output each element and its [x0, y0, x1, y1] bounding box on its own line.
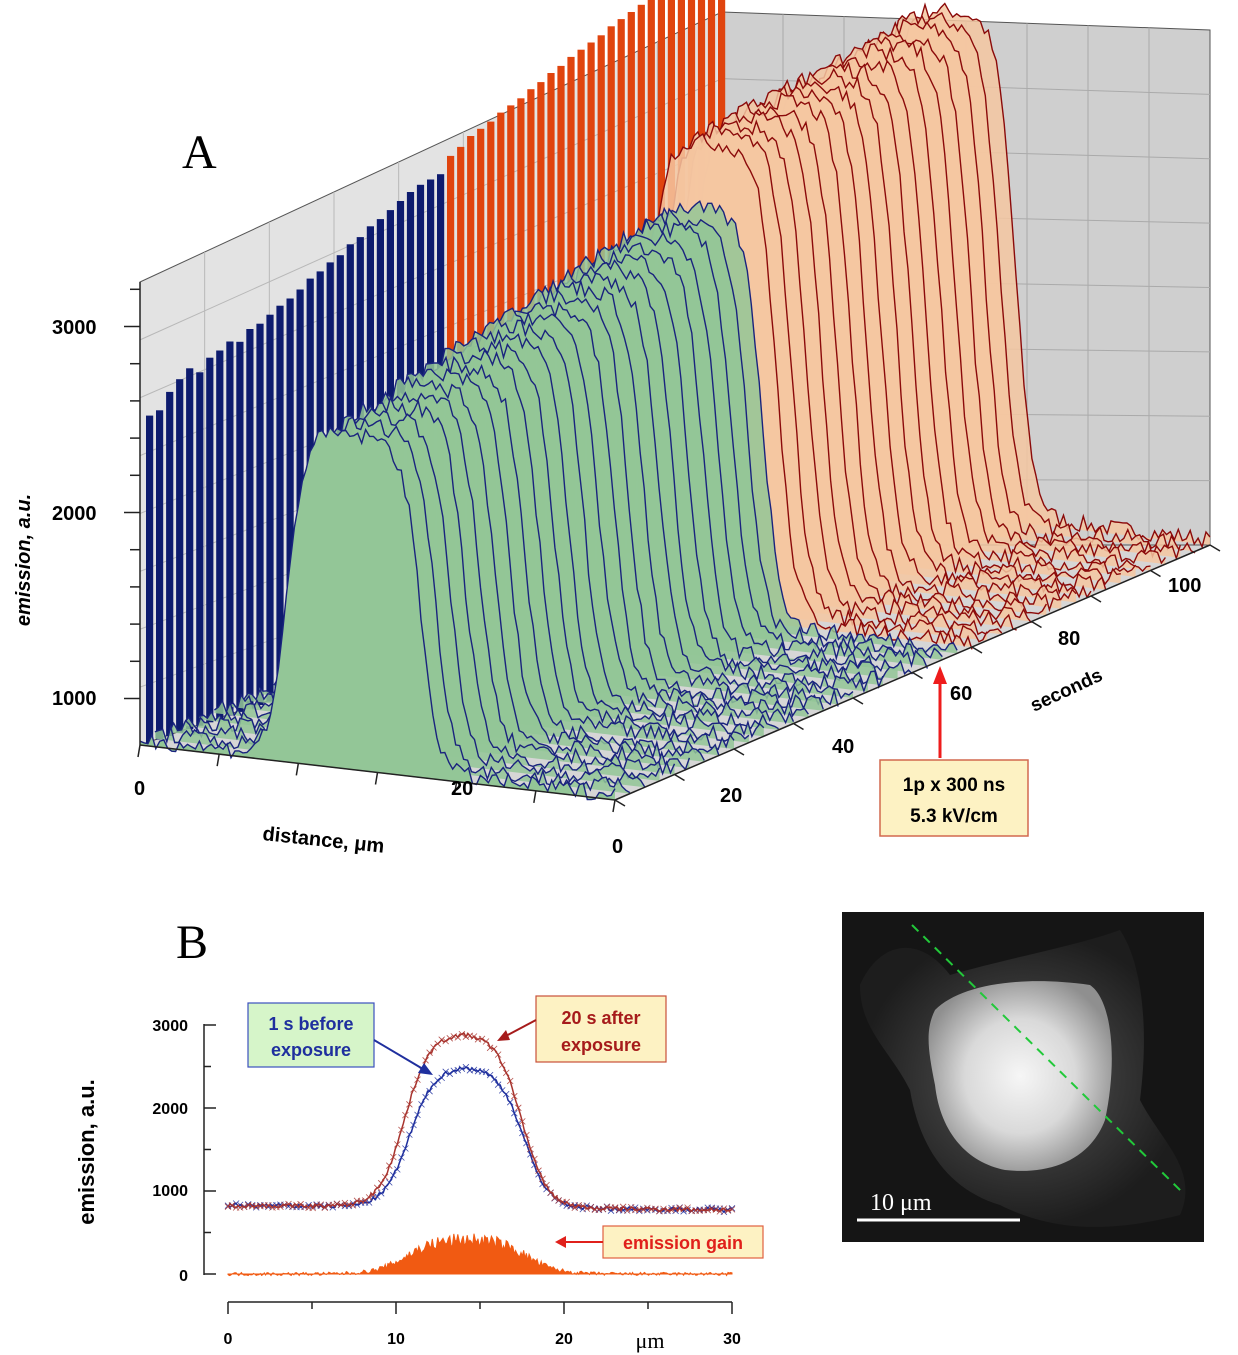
before-exposure-markers	[224, 1063, 736, 1216]
after-legend-box	[535, 995, 667, 1063]
cell-body	[928, 981, 1112, 1171]
x-tick	[216, 754, 220, 767]
z-tick	[674, 773, 685, 782]
y-tick-label-b: 3000	[152, 1018, 188, 1035]
z-tick-label: 40	[832, 736, 854, 758]
waterfall-traces	[139, 2, 1211, 801]
x-tick-label: 20	[451, 778, 473, 800]
before-arrow-head	[418, 1063, 433, 1075]
after-arrow-head	[497, 1030, 510, 1041]
emission-gain-area	[227, 1233, 733, 1277]
z-tick	[852, 697, 864, 705]
z-axis-label: seconds	[1027, 665, 1106, 717]
x-tick	[612, 799, 616, 813]
before-exposure-line	[227, 1066, 733, 1213]
x-tick	[533, 790, 537, 803]
trace-fill	[140, 427, 615, 800]
side-bar	[206, 357, 214, 723]
z-tick	[1209, 544, 1221, 552]
x-tick-label-b: 20	[555, 1331, 573, 1348]
z-tick	[1090, 595, 1102, 603]
y-tick-label-b: 0	[179, 1268, 188, 1285]
gain-legend-text: emission gain	[623, 1233, 743, 1253]
x-axis-label: distance, μm	[261, 823, 385, 858]
z-tick-label: 60	[950, 683, 972, 705]
pulse-annotation-box	[879, 759, 1029, 837]
profile-lines	[224, 1030, 736, 1277]
trace-line	[184, 395, 661, 780]
y-axis-label-b: emission, a.u.	[74, 1079, 99, 1225]
z-tick	[614, 799, 626, 807]
x-tick-label-b: 30	[723, 1331, 741, 1348]
y-tick-label: 1000	[52, 688, 97, 710]
z-tick-label: 0	[612, 836, 623, 858]
side-bar	[166, 391, 174, 736]
before-legend-line1: 1 s before	[268, 1014, 353, 1034]
before-legend-box	[247, 1002, 375, 1068]
y-tick-label-b: 1000	[152, 1183, 188, 1200]
after-exposure-markers	[224, 1030, 736, 1215]
side-bar	[266, 314, 274, 702]
side-bar	[216, 350, 224, 719]
y-axis-label: emission, a.u.	[13, 494, 35, 626]
side-bar	[236, 341, 244, 712]
x-axis-label-b: μm	[636, 1328, 665, 1353]
side-bar	[226, 341, 234, 716]
side-bar	[186, 368, 194, 730]
axis-ticks-a	[124, 288, 1221, 813]
z-tick-label: 80	[1058, 628, 1080, 650]
x-tick-label: 0	[134, 778, 145, 800]
side-bar	[196, 372, 204, 726]
side-bar	[176, 379, 184, 733]
after-legend-line1: 20 s after	[561, 1008, 640, 1028]
scale-bar-label: 10 μm	[870, 1190, 932, 1216]
x-tick-label-b: 0	[224, 1331, 233, 1348]
panel-label-b: B	[176, 916, 208, 969]
panel-a-3d-chart: A 3000 2000 1000 emission, a.u. 0 20 dis…	[13, 0, 1221, 858]
z-tick	[1031, 620, 1042, 629]
side-bar	[246, 329, 254, 709]
side-bar	[256, 323, 264, 705]
axis-ticks-b	[204, 1024, 733, 1314]
before-legend-line2: exposure	[271, 1040, 351, 1060]
x-tick	[374, 772, 379, 785]
x-tick-label-b: 10	[387, 1331, 405, 1348]
side-bar	[146, 415, 154, 743]
side-bar	[296, 289, 304, 692]
y-tick-label: 3000	[52, 317, 97, 339]
side-bar	[286, 298, 294, 695]
z-tick	[971, 646, 983, 654]
trace-line	[139, 426, 616, 801]
z-tick-label: 20	[720, 785, 742, 807]
pulse-arrow-head	[933, 666, 947, 684]
z-tick	[1150, 569, 1161, 578]
pulse-annotation-line2: 5.3 kV/cm	[910, 806, 998, 827]
after-legend-line2: exposure	[561, 1035, 641, 1055]
y-tick-label-b: 2000	[152, 1101, 188, 1118]
cell-micrograph: 10 μm	[842, 912, 1204, 1242]
x-tick	[453, 781, 458, 794]
before-arrow	[373, 1039, 429, 1073]
x-tick	[137, 744, 141, 758]
panel-b-line-chart: B 3000 2000 1000 0 emission, a.u. 0 10 2…	[74, 916, 764, 1353]
pulse-annotation-line1: 1p x 300 ns	[903, 775, 1005, 796]
panel-label-a: A	[182, 126, 217, 179]
side-bar	[156, 410, 164, 740]
gain-arrow-head	[555, 1236, 566, 1248]
x-tick	[295, 763, 300, 776]
side-bar	[276, 305, 284, 699]
z-tick	[912, 671, 923, 680]
z-tick	[793, 722, 804, 731]
z-tick	[733, 748, 745, 756]
y-tick-label: 2000	[52, 503, 97, 525]
z-tick-label: 100	[1168, 575, 1201, 597]
